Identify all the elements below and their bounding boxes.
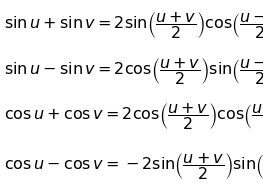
Text: $\sin u + \sin v = 2\sin\!\left(\dfrac{u+v}{2}\right)\cos\!\left(\dfrac{u-v}{2}\: $\sin u + \sin v = 2\sin\!\left(\dfrac{u…	[4, 11, 263, 41]
Text: $\cos u - \cos v = -2\sin\!\left(\dfrac{u+v}{2}\right)\sin\!\left(\dfrac{u-v}{2}: $\cos u - \cos v = -2\sin\!\left(\dfrac{…	[4, 151, 263, 181]
Text: $\cos u + \cos v = 2\cos\!\left(\dfrac{u+v}{2}\right)\cos\!\left(\dfrac{u-v}{2}\: $\cos u + \cos v = 2\cos\!\left(\dfrac{u…	[4, 101, 263, 132]
Text: $\sin u - \sin v = 2\cos\!\left(\dfrac{u+v}{2}\right)\sin\!\left(\dfrac{u-v}{2}\: $\sin u - \sin v = 2\cos\!\left(\dfrac{u…	[4, 56, 263, 87]
